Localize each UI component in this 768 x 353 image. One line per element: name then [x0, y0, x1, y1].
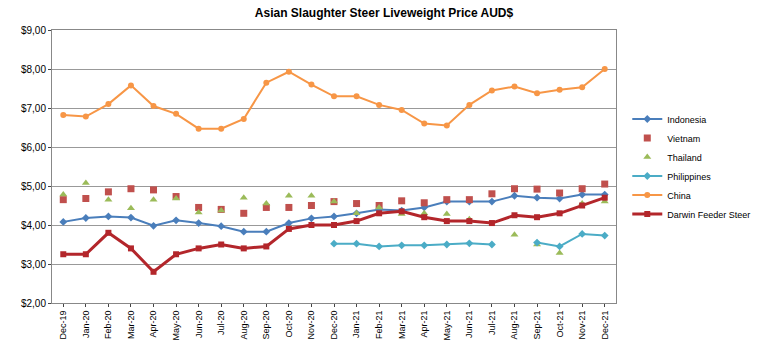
- svg-text:$4,00: $4,00: [21, 220, 46, 231]
- svg-text:May-21: May-21: [442, 311, 452, 341]
- svg-text:Aug-20: Aug-20: [239, 311, 249, 340]
- svg-text:Philippines: Philippines: [667, 172, 711, 182]
- svg-text:Nov-21: Nov-21: [577, 311, 587, 340]
- svg-text:Jan-20: Jan-20: [81, 311, 91, 339]
- svg-text:Feb-21: Feb-21: [374, 311, 384, 340]
- svg-text:Feb-20: Feb-20: [103, 311, 113, 340]
- svg-text:$7,00: $7,00: [21, 103, 46, 114]
- svg-text:Dec-19: Dec-19: [58, 311, 68, 340]
- svg-text:Asian Slaughter Steer Liveweig: Asian Slaughter Steer Liveweight Price A…: [255, 6, 514, 20]
- svg-text:Mar-20: Mar-20: [126, 311, 136, 340]
- svg-text:Oct-20: Oct-20: [284, 311, 294, 338]
- svg-text:Sep-21: Sep-21: [532, 311, 542, 340]
- svg-text:Indonesia: Indonesia: [667, 115, 706, 125]
- svg-text:May-20: May-20: [171, 311, 181, 341]
- svg-text:Mar-21: Mar-21: [397, 311, 407, 340]
- svg-text:Apr-21: Apr-21: [419, 311, 429, 338]
- svg-text:Dec-21: Dec-21: [600, 311, 610, 340]
- svg-text:Apr-20: Apr-20: [148, 311, 158, 338]
- svg-text:$3,00: $3,00: [21, 259, 46, 270]
- svg-text:Jul-20: Jul-20: [216, 311, 226, 336]
- svg-text:Nov-20: Nov-20: [306, 311, 316, 340]
- svg-text:Vietnam: Vietnam: [667, 134, 700, 144]
- svg-text:Aug-21: Aug-21: [509, 311, 519, 340]
- svg-text:Darwin Feeder Steer: Darwin Feeder Steer: [667, 210, 750, 220]
- svg-text:Oct-21: Oct-21: [555, 311, 565, 338]
- svg-text:$5,00: $5,00: [21, 181, 46, 192]
- svg-text:Jan-21: Jan-21: [351, 311, 361, 339]
- svg-text:$9,00: $9,00: [21, 25, 46, 36]
- svg-text:Dec-20: Dec-20: [329, 311, 339, 340]
- svg-text:Jun-21: Jun-21: [464, 311, 474, 339]
- svg-text:$6,00: $6,00: [21, 142, 46, 153]
- svg-text:Sep-20: Sep-20: [261, 311, 271, 340]
- svg-text:Thailand: Thailand: [667, 153, 702, 163]
- svg-text:$2,00: $2,00: [21, 298, 46, 309]
- svg-text:Jun-20: Jun-20: [194, 311, 204, 339]
- svg-text:Jul-21: Jul-21: [487, 311, 497, 336]
- svg-text:China: China: [667, 191, 691, 201]
- svg-text:$8,00: $8,00: [21, 64, 46, 75]
